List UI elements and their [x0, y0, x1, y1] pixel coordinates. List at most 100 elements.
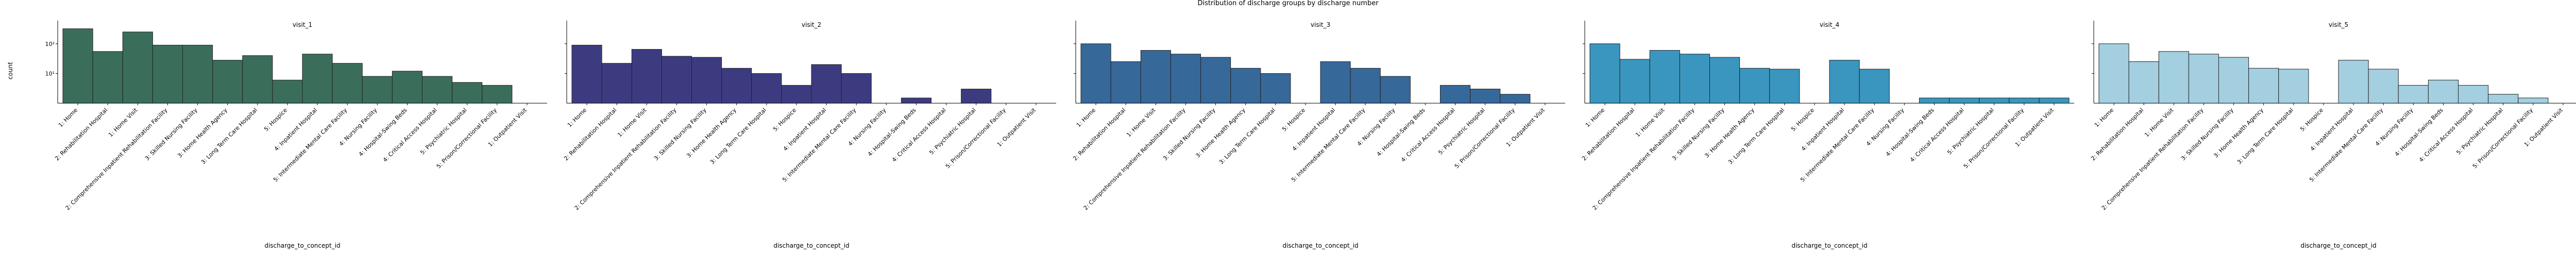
x-tick-label: 1: Home Visit	[616, 106, 648, 138]
x-tick-label: 3: Home Health Agency	[1703, 107, 1756, 159]
bar	[1260, 73, 1291, 104]
bar	[2488, 94, 2519, 104]
bar	[302, 54, 333, 104]
bar	[2188, 54, 2219, 104]
x-tick-label: 2: Rehabilitation Hospital	[563, 107, 618, 162]
x-tick-label: 5: Prison/Correctional Facility	[1962, 107, 2025, 170]
x-tick-label: 2: Rehabilitation Hospital	[1581, 107, 1636, 162]
x-tick-label: 3: Skilled Nursing Facility	[1162, 107, 1217, 162]
bar	[1110, 61, 1141, 104]
x-tick-label: 2: Comprehensive Inpatient Rehabilitatio…	[1082, 107, 1187, 212]
bar	[1829, 60, 1860, 104]
x-tick-label: 2: Rehabilitation Hospital	[54, 107, 109, 162]
x-tick-label: 3: Home Health Agency	[685, 107, 738, 159]
bar	[601, 63, 632, 104]
bar	[691, 57, 722, 104]
x-tick-label: 4: Hospital-Swing Beds	[867, 107, 918, 158]
bar	[1769, 69, 1800, 104]
x-axis-label: discharge_to_concept_id	[1282, 242, 1358, 249]
x-tick-label: 2: Comprehensive Inpatient Rehabilitatio…	[64, 107, 169, 212]
bar	[1470, 89, 1501, 104]
x-tick-label: 5: Hospice	[1790, 107, 1816, 133]
x-tick-label: 2: Comprehensive Inpatient Rehabilitatio…	[2100, 107, 2205, 212]
x-tick-label: 1: Home Visit	[1125, 106, 1157, 138]
figure-title: Distribution of discharge groups by disc…	[1197, 0, 1379, 7]
bar	[901, 98, 932, 104]
bar	[2158, 51, 2189, 104]
bar	[1859, 69, 1890, 104]
bar	[392, 71, 423, 104]
panel-title: visit_1	[293, 21, 312, 28]
bar	[1649, 50, 1680, 104]
bar	[332, 63, 363, 104]
bar	[2368, 69, 2399, 104]
x-tick-label: 4: Critical Access Hospital	[1400, 107, 1456, 164]
panel-title: visit_2	[802, 21, 821, 28]
bar	[1080, 43, 1111, 104]
bar	[1350, 68, 1381, 104]
x-tick-label: 1: Home	[566, 107, 588, 128]
bar	[212, 60, 243, 104]
bar	[1949, 98, 1980, 104]
x-tick-label: 4: Critical Access Hospital	[891, 107, 947, 164]
x-tick-label: 1: Home	[57, 107, 79, 128]
x-tick-label: 3: Skilled Nursing Facility	[2180, 107, 2235, 162]
x-tick-label: 4: Critical Access Hospital	[2418, 107, 2475, 164]
y-tick-label: 10¹	[45, 70, 55, 77]
bar	[2039, 98, 2070, 104]
x-tick-label: 3: Long Term Care Hospital	[200, 107, 259, 166]
bar	[2218, 57, 2249, 104]
bar	[482, 85, 513, 104]
bar	[661, 56, 692, 104]
x-tick-label: 1: Home	[2093, 107, 2115, 128]
bar	[721, 68, 752, 104]
bar	[1979, 98, 2010, 104]
x-axis-label: discharge_to_concept_id	[264, 242, 340, 249]
bar	[152, 44, 183, 104]
x-tick-label: 4: Critical Access Hospital	[382, 107, 438, 164]
x-axis-label: discharge_to_concept_id	[773, 242, 849, 249]
x-tick-label: 5: Prison/Correctional Facility	[1453, 107, 1516, 170]
x-tick-label: 5: Prison/Correctional Facility	[944, 107, 1007, 170]
x-tick-label: 2: Rehabilitation Hospital	[2090, 107, 2145, 162]
panel-title: visit_5	[2329, 21, 2348, 28]
bar	[1679, 54, 1710, 104]
x-tick-label: 4: Critical Access Hospital	[1909, 107, 1965, 164]
x-tick-label: 3: Skilled Nursing Facility	[653, 107, 708, 162]
bar	[362, 76, 393, 104]
bar	[122, 31, 153, 104]
x-tick-label: 5: Hospice	[2299, 107, 2325, 133]
bar	[1440, 85, 1471, 104]
x-tick-label: 3: Home Health Agency	[1194, 107, 1247, 159]
bar	[2248, 68, 2279, 104]
bar	[571, 44, 602, 104]
x-tick-label: 3: Home Health Agency	[2212, 107, 2265, 159]
x-tick-label: 1: Home Visit	[2143, 106, 2175, 138]
x-tick-label: 3: Skilled Nursing Facility	[144, 107, 199, 162]
x-tick-label: 2: Comprehensive Inpatient Rehabilitatio…	[573, 107, 678, 212]
bar	[1230, 68, 1261, 104]
bar	[1380, 76, 1411, 104]
x-axis-label: discharge_to_concept_id	[1791, 242, 1867, 249]
bar	[2128, 61, 2159, 104]
bar	[2428, 79, 2459, 104]
bar	[841, 73, 872, 104]
bar	[631, 49, 662, 104]
x-tick-label: 4: Hospital-Swing Beds	[1376, 107, 1427, 158]
x-tick-label: 3: Long Term Care Hospital	[1218, 107, 1277, 166]
x-tick-label: 1: Home Visit	[1634, 106, 1666, 138]
bar	[242, 55, 273, 104]
bar	[1589, 43, 1620, 104]
x-tick-label: 3: Long Term Care Hospital	[1727, 107, 1786, 166]
bar	[2338, 60, 2369, 104]
x-axis-label: discharge_to_concept_id	[2300, 242, 2376, 249]
bar	[2518, 98, 2549, 104]
bar	[1739, 68, 1770, 104]
x-tick-label: 3: Long Term Care Hospital	[709, 107, 768, 166]
x-tick-label: 4: Hospital-Swing Beds	[2394, 107, 2445, 158]
bar	[2098, 43, 2129, 104]
